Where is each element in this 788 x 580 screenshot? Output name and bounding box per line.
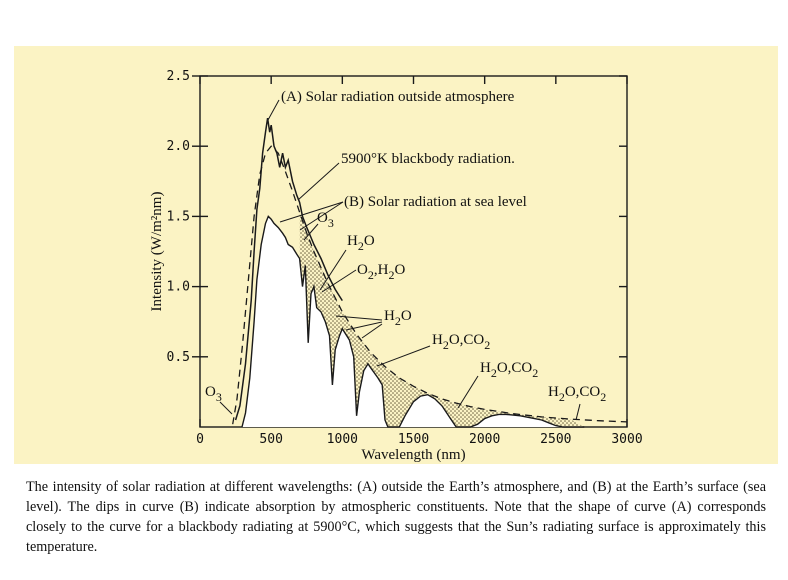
annotation-h2o-co2-3: H2​O,CO2​ [548,384,606,404]
annotation-h2o-co2-1: H2​O,CO2​ [432,332,490,352]
leader-o3-left [219,401,233,415]
annotation-h2o-1: H2​O [347,233,375,253]
x-tick-label: 3000 [611,432,642,447]
annotation-o3-left: O3​ [205,384,222,404]
y-tick-label: 2.0 [167,139,190,154]
curve-b-fill [242,216,585,427]
x-tick-label: 2500 [540,432,571,447]
x-tick-label: 1000 [327,432,358,447]
leader-h2o-2c [361,323,383,339]
leader-h2o-co2-1 [376,345,431,367]
x-tick-label: 1500 [398,432,429,447]
leader-blackbody [297,162,340,201]
y-axis-label: Intensity (W/m²nm) [149,192,165,312]
x-tick-label: 500 [259,432,282,447]
leader-h2o-2a [335,315,383,321]
y-tick-label: 1.0 [167,280,190,295]
curve-a-line [234,117,343,421]
leader-h2o-1 [319,249,347,291]
leader-h2o-2b [345,321,383,331]
annotation-o3-top: O3​ [317,210,334,230]
annotation-h2o-2: H2​O [384,308,412,328]
y-tick-label: 2.5 [167,69,190,84]
leader-curve-a [267,99,280,121]
x-tick-label: 2000 [469,432,500,447]
annotation-blackbody: 5900°K blackbody radiation. [341,151,515,167]
leader-o3 [303,223,319,241]
leader-h2o-co2-2 [457,375,479,409]
y-tick-label: 0.5 [167,350,190,365]
leader-o2-h2o [321,269,357,293]
figure-caption: The intensity of solar radiation at diff… [26,479,766,555]
leader-curve-b-2 [299,201,344,231]
annotation-curve-b: (B) Solar radiation at sea level [344,194,527,210]
annotation-o2-h2o: O2​,H2​O [357,262,405,282]
y-tick-label: 1.5 [167,209,190,224]
annotation-h2o-co2-2: H2​O,CO2​ [480,360,538,380]
leader-curve-b-1 [279,201,344,223]
x-axis-label: Wavelength (nm) [361,447,465,463]
x-tick-label: 0 [196,432,204,447]
solar-spectrum-chart: 0.5 1.0 1.5 2.0 2.5 0 500 1000 1500 2000 2500 3000 W… [149,69,643,463]
curve-b-line [241,215,585,428]
leader-h2o-co2-3 [575,403,581,421]
annotation-curve-a: (A) Solar radiation outside atmosphere [281,89,515,105]
